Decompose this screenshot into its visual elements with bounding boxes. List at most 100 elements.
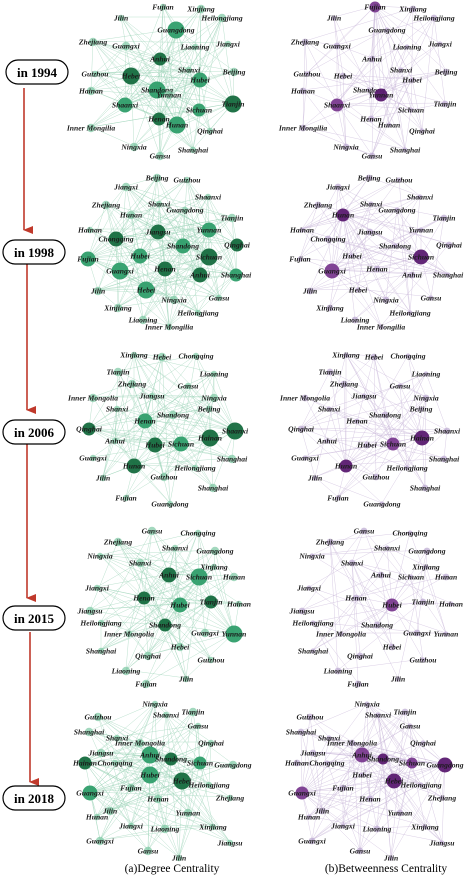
edge xyxy=(300,396,427,429)
edge xyxy=(380,16,435,95)
node-label: Guangxi xyxy=(288,789,316,798)
node-circle xyxy=(306,585,312,591)
edge xyxy=(133,353,163,357)
year-labels: in 1994 in 1998 in 2006 in 2015 in 2018 xyxy=(2,59,69,811)
edge xyxy=(116,407,135,466)
node-label: Chongqing xyxy=(392,529,427,538)
edge xyxy=(143,546,176,598)
edge xyxy=(185,575,200,679)
node-circle xyxy=(230,238,244,252)
edge xyxy=(333,5,376,18)
edge xyxy=(312,621,418,633)
node-label: Zhejiang xyxy=(329,380,358,389)
edge xyxy=(311,783,422,841)
node-label: Ningxia xyxy=(412,394,439,403)
edge xyxy=(377,713,392,858)
node-circle xyxy=(408,271,416,279)
edge xyxy=(312,621,359,684)
edge xyxy=(331,269,382,327)
edge xyxy=(89,791,214,827)
node-circle xyxy=(297,728,305,736)
node-circle xyxy=(308,837,316,845)
edge xyxy=(125,669,187,679)
node-circle xyxy=(394,207,400,213)
edge xyxy=(117,540,145,598)
node-yunnan: Yunnan xyxy=(369,88,393,102)
edge xyxy=(170,757,231,798)
year-text: in 2018 xyxy=(14,791,55,806)
node-label: Jiangxi xyxy=(118,822,144,831)
node-label: Anhui xyxy=(361,55,383,64)
node-label: Chongqing xyxy=(180,529,215,538)
edge xyxy=(351,561,378,625)
edge xyxy=(301,791,378,829)
node-zhejiang: Zhejiang xyxy=(315,538,344,547)
node-circle xyxy=(80,251,96,267)
edge xyxy=(312,596,357,651)
edge xyxy=(128,529,153,634)
node-zhejiang: Zhejiang xyxy=(78,38,107,47)
node-circle xyxy=(78,756,92,770)
node-label: Heilongjiang xyxy=(200,14,243,23)
edge xyxy=(333,16,370,90)
edge xyxy=(88,730,132,826)
edge xyxy=(125,185,199,313)
edge xyxy=(370,202,445,218)
node-label: Tianjin xyxy=(394,708,417,717)
node-circle xyxy=(172,597,188,613)
edge xyxy=(169,442,182,504)
edge xyxy=(176,102,234,125)
node-circle xyxy=(101,200,111,210)
node-label: Henan xyxy=(344,594,367,603)
node-inner-mongolia: Inner Mongolia xyxy=(279,394,330,403)
node-circle xyxy=(168,116,186,134)
node-henan: Henan xyxy=(365,265,388,274)
node-circle xyxy=(441,100,449,108)
node-beijing: Beijing xyxy=(145,174,169,183)
node-label: Jiangxi xyxy=(427,40,453,49)
node-gansu: Gansu xyxy=(362,152,383,161)
node-label: Tianjin xyxy=(433,214,456,223)
node-circle xyxy=(326,538,334,546)
edge xyxy=(345,145,373,156)
node-circle xyxy=(401,708,409,716)
edge xyxy=(99,773,151,841)
node-hunan: Hunan xyxy=(434,573,457,582)
node-label: Qinghai xyxy=(197,127,224,136)
node-label: Ningxia xyxy=(372,296,399,305)
node-circle xyxy=(333,42,341,50)
edge xyxy=(157,230,220,298)
edge xyxy=(159,57,194,150)
node-label: Jiangsu xyxy=(429,839,455,848)
node-label: Ningxia xyxy=(120,143,147,152)
node-xinjiang: Xinjiang xyxy=(398,5,427,14)
node-circle xyxy=(148,81,166,99)
edge xyxy=(397,549,428,679)
node-xinjiang: Xinjiang xyxy=(410,823,439,832)
node-sichuan: Sichuan xyxy=(196,248,222,266)
edge xyxy=(92,382,133,398)
node-circle xyxy=(448,601,454,607)
node-heilongjiang: Heilongjiang xyxy=(79,619,122,628)
edge xyxy=(88,354,197,429)
edge xyxy=(116,407,156,445)
node-label: Fujian xyxy=(77,255,99,264)
node-circle xyxy=(204,193,212,201)
node-henan: Henan xyxy=(133,413,156,429)
node-circle xyxy=(225,625,243,643)
node-circle xyxy=(402,147,408,153)
edge xyxy=(120,16,158,90)
edge xyxy=(87,257,220,298)
node-guangdong: Guangdong xyxy=(363,500,400,509)
node-label: Hebei xyxy=(382,643,402,652)
edge xyxy=(168,243,238,327)
node-anhui: Anhui xyxy=(104,437,126,446)
edge xyxy=(87,185,127,259)
edge xyxy=(380,70,447,95)
node-label: Shanxi xyxy=(341,559,364,568)
edge xyxy=(180,354,197,444)
node-label: Henan xyxy=(365,265,388,274)
node-circle xyxy=(368,201,374,207)
node-label: Guangdong xyxy=(426,761,463,770)
